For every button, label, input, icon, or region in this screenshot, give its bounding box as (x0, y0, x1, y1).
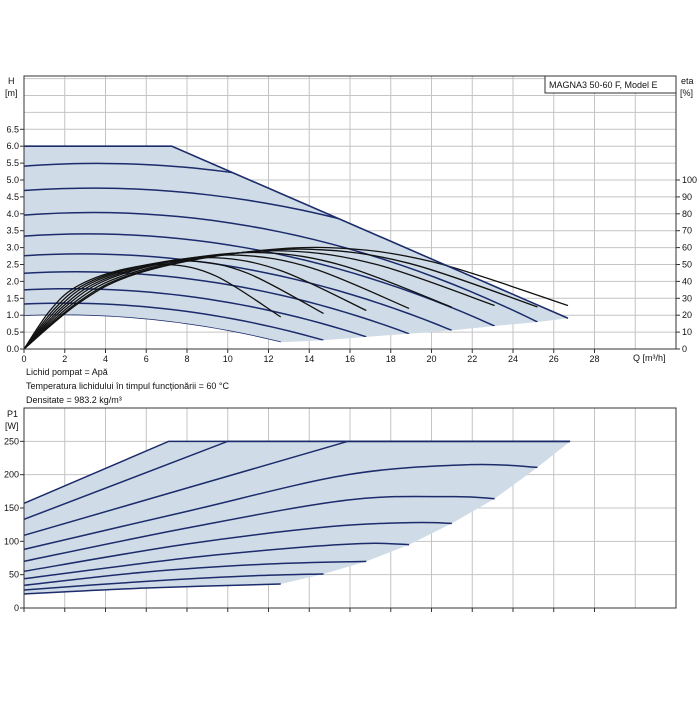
chart-title: MAGNA3 50-60 F, Model E (549, 80, 658, 90)
efficiency-curve (23, 256, 367, 350)
y2-axis-unit: [%] (680, 88, 693, 98)
x-axis-label: Q [m³/h] (633, 353, 666, 363)
x-tick-label: 10 (223, 354, 233, 364)
y-tick-label: 5.5 (6, 158, 19, 168)
y2-tick-label: 50 (682, 260, 692, 270)
power-curve (23, 560, 367, 587)
power-operating-area (24, 441, 571, 594)
max-curve (24, 145, 569, 319)
head-chart: MAGNA3 50-60 F, Model E H [m] eta [%] Q … (5, 75, 697, 364)
x-tick-label: 12 (263, 354, 273, 364)
y-tick-label: 100 (4, 536, 19, 546)
power-y-axis-unit: [W] (5, 421, 19, 431)
power-chart: P1 [W] 0 50 100 150 200 250 (4, 407, 677, 613)
power-ticks: 0 50 100 150 200 250 (4, 436, 595, 613)
power-curve (23, 573, 324, 591)
y-tick-label: 50 (9, 570, 19, 580)
power-curve (23, 495, 495, 563)
y-tick-label: 3.0 (6, 243, 19, 253)
y2-axis-label: eta (681, 76, 694, 86)
y2-tick-label: 0 (682, 344, 687, 354)
x-tick-label: 26 (549, 354, 559, 364)
speed-curve (24, 253, 453, 332)
note-temperature: Temperatura lichidului în timpul funcțio… (26, 381, 229, 391)
x-tick-label: 28 (589, 354, 599, 364)
power-curve (23, 583, 281, 595)
x-tick-label: 22 (467, 354, 477, 364)
x-tick-label: 20 (426, 354, 436, 364)
y-tick-label: 3.5 (6, 226, 19, 236)
y-tick-label: 5.0 (6, 175, 19, 185)
power-curve (23, 440, 571, 537)
x-tick-label: 4 (103, 354, 108, 364)
y-tick-label: 4.0 (6, 209, 19, 219)
y-tick-label: 2.0 (6, 276, 19, 286)
speed-curve (24, 270, 410, 335)
x-tick-label: 0 (21, 354, 26, 364)
y2-tick-label: 40 (682, 276, 692, 286)
x-tick-label: 16 (345, 354, 355, 364)
speed-curves (24, 162, 569, 343)
x-tick-label: 18 (386, 354, 396, 364)
head-operating-area (24, 146, 569, 343)
x-tick-label: 8 (184, 354, 189, 364)
power-curve (23, 521, 452, 573)
y-tick-label: 6.0 (6, 141, 19, 151)
y-tick-label: 150 (4, 503, 19, 513)
x-tick-label: 14 (304, 354, 314, 364)
y2-tick-label: 70 (682, 226, 692, 236)
y-tick-label: 0 (14, 603, 19, 613)
y-axis-unit: [m] (5, 88, 18, 98)
efficiency-curves (23, 246, 569, 350)
y2-tick-label: 30 (682, 293, 692, 303)
x-tick-label: 6 (144, 354, 149, 364)
head-ticks: 0 2 4 6 8 10 12 14 16 18 20 22 24 26 280.00.51.01.52.0… (6, 124, 697, 364)
speed-curve (24, 314, 281, 343)
y2-tick-label: 80 (682, 209, 692, 219)
y-axis-label: H (8, 76, 15, 86)
title-box (544, 75, 677, 94)
y2-tick-label: 20 (682, 310, 692, 320)
power-curve (23, 463, 538, 551)
y-tick-label: 250 (4, 436, 19, 446)
y-tick-label: 4.5 (6, 192, 19, 202)
y2-tick-label: 100 (682, 175, 697, 185)
y2-tick-label: 90 (682, 192, 692, 202)
y2-tick-label: 10 (682, 327, 692, 337)
y-tick-label: 6.5 (6, 124, 19, 134)
speed-curve (24, 211, 538, 323)
y2-tick-label: 60 (682, 243, 692, 253)
fluid-notes: Lichid pompat = Apă Temperatura lichidul… (26, 367, 229, 405)
y-tick-label: 2.5 (6, 260, 19, 270)
y-tick-label: 1.5 (6, 293, 19, 303)
y-tick-label: 0.0 (6, 344, 19, 354)
y-tick-label: 200 (4, 470, 19, 480)
efficiency-curve (23, 251, 453, 350)
x-tick-label: 2 (62, 354, 67, 364)
y-tick-label: 1.0 (6, 310, 19, 320)
y-tick-label: 0.5 (6, 327, 19, 337)
note-density: Densitate = 983.2 kg/m³ (26, 395, 122, 405)
x-tick-label: 24 (508, 354, 518, 364)
power-y-axis-label: P1 (7, 409, 18, 419)
efficiency-curve (23, 246, 569, 350)
efficiency-curve (23, 263, 282, 350)
note-fluid: Lichid pompat = Apă (26, 367, 108, 377)
power-curves (23, 440, 571, 595)
power-curve (23, 542, 410, 580)
